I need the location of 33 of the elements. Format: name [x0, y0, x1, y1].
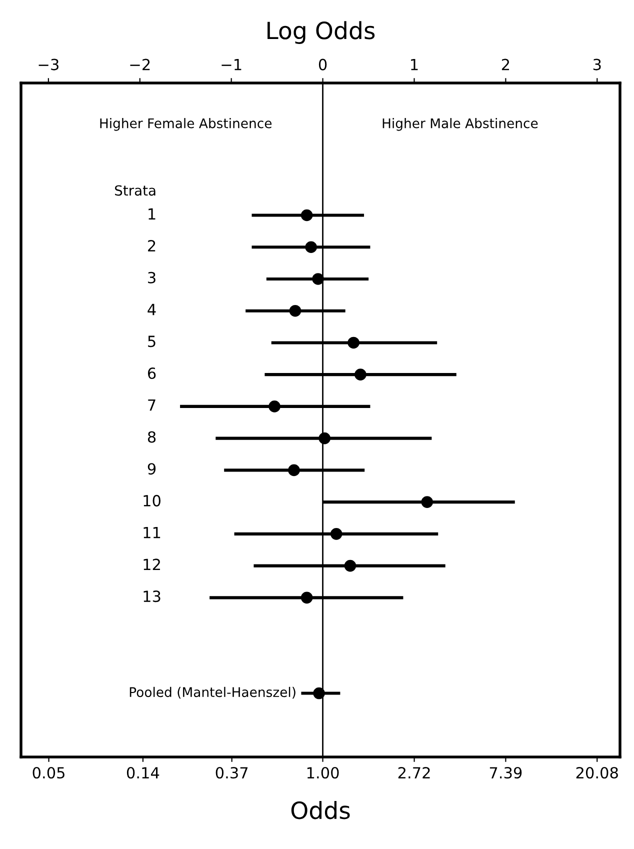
x-tick-label: 0.14: [126, 766, 160, 779]
y-tick-label: 6: [148, 367, 156, 380]
y-tick-label: 7: [148, 400, 156, 411]
x-tick-label: 1.00: [307, 766, 339, 779]
x-tick-label: 20.08: [576, 766, 618, 779]
y-tick-label: 3: [148, 272, 156, 284]
x2-tick-label: −1: [222, 58, 242, 70]
x2-tick-label: 1: [411, 58, 418, 70]
x-tick-label: 7.39: [490, 766, 522, 779]
y-tick-label: 4: [148, 304, 156, 316]
y-tick-label: 5: [148, 336, 156, 348]
x2-tick-label: 2: [502, 58, 510, 70]
x-tick-label: 0.37: [216, 766, 248, 779]
text: Strata: [115, 185, 156, 196]
y-tick-label: 13: [144, 590, 160, 602]
x2-tick-label: −3: [38, 58, 58, 70]
x-axis-title: Odds: [291, 800, 350, 820]
y-tick-label: 10: [144, 494, 160, 506]
x2-tick-label: 0: [318, 58, 327, 70]
x2-axis-title: Log Odds: [268, 21, 375, 44]
text: Higher Male Abstinence: [382, 118, 538, 131]
text: Higher Female Abstinence: [100, 118, 272, 131]
x2-tick-label: −2: [130, 58, 150, 70]
y-tick-label: 2: [148, 240, 156, 252]
y-tick-label: 9: [148, 463, 156, 475]
x-tick-label: 2.72: [398, 766, 430, 778]
y-tick-label: Pooled (Mantel-Haenszel): [130, 686, 296, 699]
y-tick-label: 11: [144, 527, 160, 538]
y-tick-label: 1: [148, 208, 156, 220]
y-tick-label: 8: [148, 431, 156, 443]
y-tick-label: 12: [144, 558, 160, 570]
x2-tick-label: 3: [593, 58, 601, 70]
x-tick-label: 0.05: [32, 766, 64, 779]
